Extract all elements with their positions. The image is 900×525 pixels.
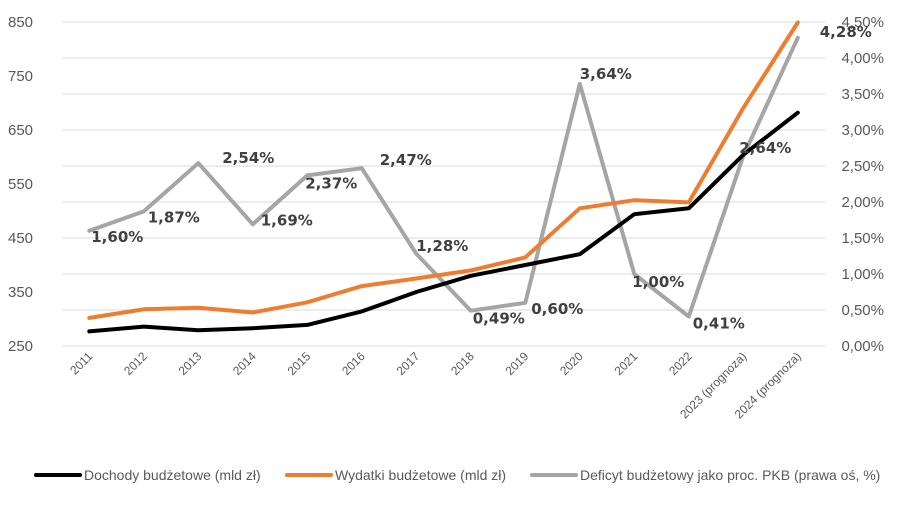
deficit-data-label: 1,60%	[91, 228, 143, 246]
x-axis-tick-label: 2015	[285, 349, 314, 378]
right-axis-tick-label: 2,50%	[841, 158, 884, 175]
legend-label: Deficyt budżetowy jako proc. PKB (prawa …	[580, 467, 880, 483]
legend-item: Dochody budżetowe (mld zł)	[34, 467, 261, 483]
right-axis-ticks: 0,00% 0,50% 1,00% 1,50% 2,00% 2,50% 3,00% 3,50%…	[841, 14, 884, 355]
legend-item: Deficyt budżetowy jako proc. PKB (prawa …	[530, 467, 880, 483]
legend-label: Dochody budżetowe (mld zł)	[84, 467, 261, 483]
legend: Dochody budżetowe (mld zł) Wydatki budżet…	[34, 467, 880, 483]
right-axis-tick-label: 1,50%	[841, 230, 884, 247]
gridlines	[62, 21, 825, 347]
left-axis-ticks: 250 350 450 550 650 750 850	[8, 14, 33, 355]
x-axis-tick-label: 2011	[67, 349, 95, 377]
right-axis-tick-label: 3,50%	[841, 86, 884, 103]
left-axis-tick-label: 750	[8, 68, 33, 85]
x-axis-tick-label: 2016	[339, 349, 368, 378]
deficit-data-label: 1,87%	[148, 208, 200, 226]
series-line-0	[87, 110, 800, 334]
deficit-data-label: 2,47%	[380, 151, 432, 169]
x-axis-ticks: 2011 2012 2013 2014 2015 2016 2017 2018 2019 2020…	[67, 349, 804, 421]
x-axis-tick-label: 2013	[176, 349, 205, 378]
deficit-data-label: 2,54%	[222, 149, 274, 167]
right-axis-tick-label: 4,00%	[841, 50, 884, 67]
right-axis-tick-label: 1,00%	[841, 266, 884, 283]
deficit-data-label: 2,37%	[305, 174, 357, 192]
deficit-data-label: 1,69%	[261, 211, 313, 229]
left-axis-tick-label: 650	[8, 122, 33, 139]
deficit-data-label: 1,00%	[632, 273, 684, 291]
right-axis-tick-label: 4,50%	[841, 14, 884, 31]
left-axis-tick-label: 850	[8, 14, 33, 31]
deficit-data-label: 4,28%	[820, 23, 872, 41]
deficit-data-label: 0,49%	[473, 310, 525, 328]
right-axis-tick-label: 0,50%	[841, 302, 884, 319]
right-axis-tick-label: 2,00%	[841, 194, 884, 211]
data-labels: 1,60% 1,87% 2,54% 1,69% 2,37% 2,47% 1,28% 0,49%…	[91, 23, 872, 333]
deficit-data-label: 0,60%	[531, 300, 583, 318]
left-axis-tick-label: 250	[8, 338, 33, 355]
x-axis-tick-label: 2022	[666, 349, 695, 378]
deficit-data-label: 1,28%	[416, 237, 468, 255]
x-axis-tick-label: 2018	[448, 349, 477, 378]
deficit-data-label: 0,41%	[693, 314, 745, 332]
deficit-data-label: 2,64%	[739, 139, 791, 157]
left-axis-tick-label: 350	[8, 284, 33, 301]
x-axis-tick-label: 2014	[230, 349, 259, 378]
series-line-1	[87, 20, 800, 320]
series-lines	[87, 20, 800, 334]
left-axis-tick-label: 450	[8, 230, 33, 247]
right-axis-tick-label: 3,00%	[841, 122, 884, 139]
x-axis-tick-label: 2019	[503, 349, 532, 378]
legend-item: Wydatki budżetowe (mld zł)	[285, 467, 506, 483]
deficit-data-label: 3,64%	[580, 65, 632, 83]
x-axis-tick-label: 2017	[394, 349, 423, 378]
x-axis-tick-label: 2020	[557, 349, 586, 378]
x-axis-tick-label: 2012	[121, 349, 150, 378]
legend-label: Wydatki budżetowe (mld zł)	[335, 467, 506, 483]
x-axis-tick-label: 2021	[612, 349, 641, 378]
right-axis-tick-label: 0,00%	[841, 338, 884, 355]
left-axis-tick-label: 550	[8, 176, 33, 193]
